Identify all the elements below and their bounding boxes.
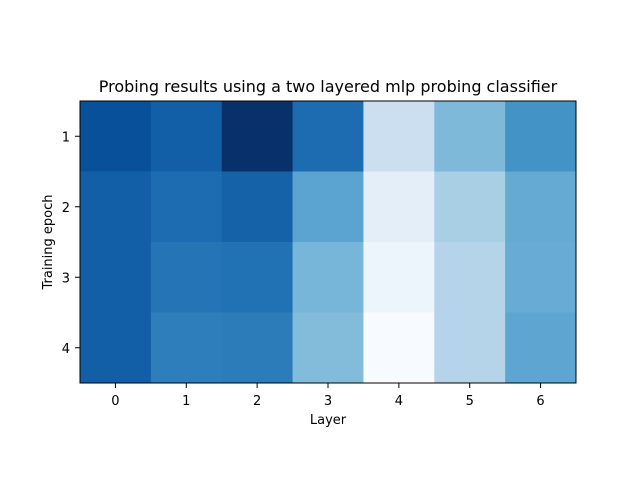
heatmap-cell — [363, 171, 435, 243]
x-tick-label: 2 — [253, 394, 261, 409]
heatmap-cell — [150, 171, 223, 243]
heatmap-cell — [80, 242, 152, 313]
y-axis-ticks: 1 2 3 4 — [62, 130, 80, 357]
heatmap-cell — [150, 242, 223, 313]
heatmap-cell — [221, 171, 294, 243]
heatmap-cell — [221, 242, 294, 313]
x-tick-label: 3 — [324, 394, 332, 409]
heatmap-cell — [505, 242, 577, 313]
heatmap-cell — [434, 242, 506, 313]
heatmap-cell — [363, 312, 435, 384]
heatmap-cell — [292, 312, 364, 384]
heatmap-cell — [150, 312, 223, 384]
heatmap-cell — [363, 101, 435, 172]
heatmap-cell — [292, 171, 364, 243]
heatmap-cell — [434, 312, 506, 384]
x-tick-label: 5 — [466, 394, 474, 409]
x-tick-label: 1 — [182, 394, 190, 409]
heatmap-cell — [80, 101, 152, 172]
heatmap-cell — [221, 312, 294, 384]
x-axis-ticks: 0 1 2 3 4 5 6 — [111, 383, 545, 409]
x-axis-label: Layer — [310, 413, 347, 428]
y-tick-label: 1 — [62, 130, 70, 145]
heatmap-cell — [292, 242, 364, 313]
heatmap-cell — [434, 171, 506, 243]
x-tick-label: 6 — [536, 394, 544, 409]
heatmap-cell — [221, 101, 294, 172]
y-tick-label: 3 — [62, 271, 70, 286]
heatmap-cells — [80, 101, 577, 384]
heatmap-cell — [80, 171, 152, 243]
chart-title: Probing results using a two layered mlp … — [99, 77, 558, 96]
heatmap-cell — [363, 242, 435, 313]
heatmap-cell — [505, 312, 577, 384]
heatmap-cell — [292, 101, 364, 172]
y-axis-label: Training epoch — [41, 194, 56, 290]
heatmap-cell — [80, 312, 152, 384]
heatmap-cell — [434, 101, 506, 172]
y-tick-label: 4 — [62, 342, 70, 357]
heatmap-cell — [505, 171, 577, 243]
heatmap-cell — [150, 101, 223, 172]
heatmap-cell — [505, 101, 577, 172]
x-tick-label: 4 — [395, 394, 403, 409]
y-tick-label: 2 — [62, 201, 70, 216]
x-tick-label: 0 — [111, 394, 119, 409]
